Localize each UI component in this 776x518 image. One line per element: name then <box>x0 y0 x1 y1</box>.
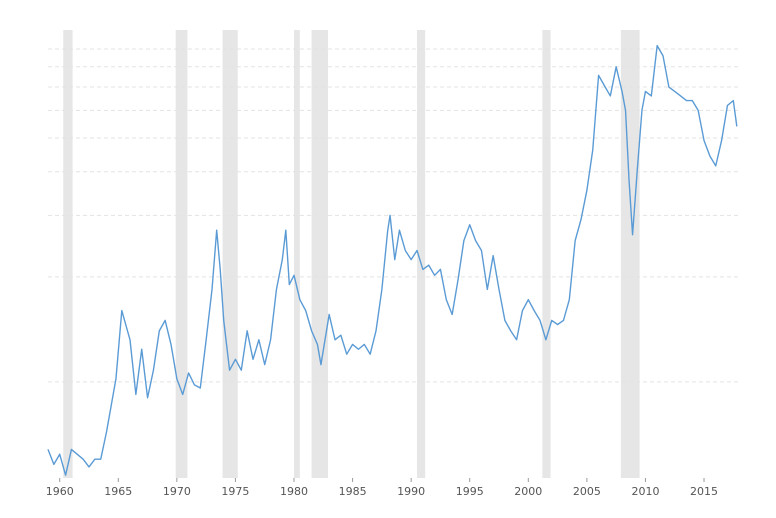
x-tick-label: 1995 <box>456 485 484 498</box>
recession-band <box>294 30 300 478</box>
recession-band <box>620 30 640 478</box>
x-tick-label: 2000 <box>514 485 542 498</box>
x-tick-label: 1985 <box>339 485 367 498</box>
x-tick-label: 1980 <box>280 485 308 498</box>
x-tick-label: 2005 <box>573 485 601 498</box>
recession-band <box>417 30 426 478</box>
price-line <box>47 44 738 476</box>
x-tick-label: 1975 <box>221 485 249 498</box>
x-tick-label: 2010 <box>631 485 659 498</box>
x-tick-label: 1970 <box>163 485 191 498</box>
x-tick-label: 2015 <box>690 485 718 498</box>
recession-band <box>542 30 551 478</box>
recession-band <box>175 30 188 478</box>
x-tick-label: 1990 <box>397 485 425 498</box>
x-tick-label: 1960 <box>46 485 74 498</box>
recession-band <box>63 30 73 478</box>
x-tick-label: 1965 <box>104 485 132 498</box>
recession-band <box>311 30 328 478</box>
recession-band <box>222 30 238 478</box>
